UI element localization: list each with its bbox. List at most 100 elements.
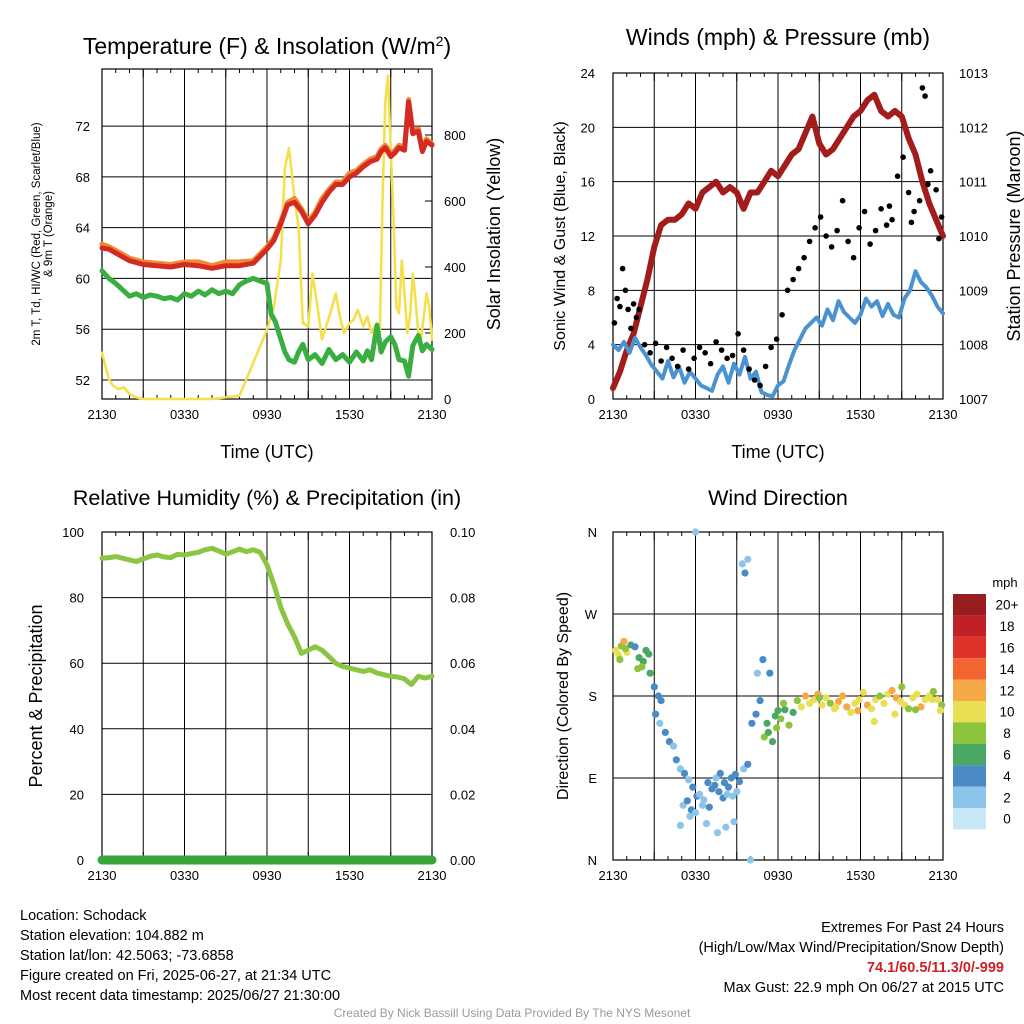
temp-x-tick-label: 0330 — [170, 407, 199, 422]
wind-gust-point — [636, 306, 642, 313]
wdir-point — [705, 803, 713, 811]
wind-gust-point — [817, 214, 824, 220]
location-text: Location: Schodack — [20, 908, 147, 924]
wdir-point — [855, 696, 863, 704]
wind-x-axis-label: Time (UTC) — [731, 442, 824, 462]
wind-series-sonic-wind — [611, 269, 945, 399]
wdir-point — [723, 790, 731, 799]
wind-gust-point — [938, 214, 945, 220]
wdir-point — [741, 569, 749, 577]
wind-gust-point — [812, 225, 818, 231]
wdir-point — [740, 765, 748, 773]
temp-y-axis-label: & 9m T (Orange) — [43, 191, 55, 277]
extremes-title: Extremes For Past 24 Hours — [821, 920, 1004, 936]
wind-y2-tick-label: 1012 — [959, 120, 988, 135]
elevation-text: Station elevation: 104.882 m — [20, 928, 204, 944]
wind-gust-point — [614, 295, 620, 302]
wdir-point — [936, 707, 944, 715]
wdir-point — [771, 712, 779, 720]
wind-gust-point — [872, 227, 879, 234]
wdir-point — [639, 657, 647, 666]
wind-gust-point — [757, 382, 763, 389]
wind-gust-point — [861, 208, 868, 215]
colorbar-swatch — [953, 636, 986, 659]
wdir-point — [715, 788, 723, 796]
wdir-point — [722, 823, 730, 831]
wdir-point — [810, 696, 818, 704]
wdir-point — [789, 708, 797, 717]
wind-gust-point — [641, 341, 648, 348]
wdir-point — [777, 715, 785, 723]
temp-y2-tick-label: 200 — [444, 326, 466, 341]
wind-gust-point — [724, 355, 730, 362]
wdir-point — [867, 705, 876, 713]
wind-gust-point — [707, 360, 714, 367]
colorbar-title: mph — [992, 575, 1017, 590]
rh-x-tick-label: 0930 — [253, 868, 282, 883]
wdir-point — [704, 779, 712, 787]
wdir-point — [616, 656, 624, 664]
station-info: Location: Schodack Station elevation: 10… — [20, 906, 340, 1006]
wind-y-tick-label: 12 — [581, 229, 595, 244]
wind-gust-point — [916, 197, 923, 204]
wind-gust-point — [652, 340, 659, 347]
wind-gust-point — [828, 244, 835, 250]
wdir-point — [933, 696, 942, 704]
extremes-info: Extremes For Past 24 Hours (High/Low/Max… — [699, 918, 1004, 998]
wdir-point — [756, 697, 764, 705]
temp-series-dewpoint — [99, 268, 435, 379]
rh-y-tick-label: 40 — [70, 722, 84, 737]
wdir-y-axis-label: Direction (Colored By Speed) — [555, 592, 572, 800]
wind-gust-point — [889, 216, 895, 223]
wind-gust-point — [663, 344, 670, 351]
figure-canvas: Temperature (F) & Insolation (W/m2) 52 56 6… — [26, 24, 1024, 883]
wind-gust-point — [680, 347, 686, 353]
wind-x-tick-label: 0930 — [764, 407, 793, 422]
wdir-point — [870, 717, 878, 726]
wdir-y-tick-label: N — [588, 853, 597, 868]
wdir-point — [911, 706, 920, 714]
wdir-x-tick-label: 2130 — [929, 868, 958, 883]
rh-chart-title: Relative Humidity (%) & Precipitation (i… — [73, 486, 461, 510]
wdir-point — [702, 820, 711, 828]
colorbar-label: 6 — [1003, 748, 1011, 763]
wdir-point — [760, 733, 768, 741]
wdir-point — [891, 710, 899, 718]
wind-y-axis-label: Sonic Wind & Gust (Blue, Black) — [552, 121, 569, 350]
wind-y-tick-label: 0 — [588, 392, 595, 407]
colorbar-swatch — [953, 679, 986, 701]
wdir-point — [748, 719, 756, 727]
wind-gust-point — [685, 366, 692, 372]
wdir-point — [898, 683, 906, 691]
wind-gust-point — [905, 189, 912, 196]
colorbar-label: 16 — [999, 641, 1014, 656]
wind-y-tick-label: 4 — [588, 338, 595, 353]
wdir-point — [815, 694, 823, 702]
wind-gust-point — [647, 350, 653, 356]
wdir-point — [672, 756, 680, 764]
wind-y-tick-label: 24 — [581, 66, 595, 81]
wind-y2-tick-label: 1009 — [959, 283, 988, 298]
wdir-point — [724, 783, 733, 791]
wind-gust-point — [768, 344, 774, 351]
temp-y-tick-label: 72 — [76, 119, 90, 134]
wdir-point — [843, 703, 851, 711]
wind-gust-point — [674, 363, 681, 370]
wdir-point — [620, 637, 628, 645]
temp-y2-tick-label: 600 — [444, 194, 466, 209]
wdir-point — [763, 719, 771, 727]
wdir-point — [781, 706, 789, 714]
wind-gust-point — [806, 238, 813, 245]
wind-gust-point — [625, 306, 631, 313]
wdir-point — [638, 663, 646, 671]
wdir-point — [834, 697, 843, 706]
wdir-point — [753, 669, 762, 677]
rh-y2-tick-label: 0.04 — [450, 722, 475, 737]
wind-x-tick-label: 1530 — [846, 407, 875, 422]
wdir-point — [905, 705, 913, 713]
wdir-point — [716, 769, 724, 778]
wind-gust-point — [751, 377, 758, 383]
rh-y-tick-label: 20 — [70, 787, 84, 802]
colorbar-label: 4 — [1003, 769, 1011, 784]
colorbar-swatch — [953, 594, 986, 616]
